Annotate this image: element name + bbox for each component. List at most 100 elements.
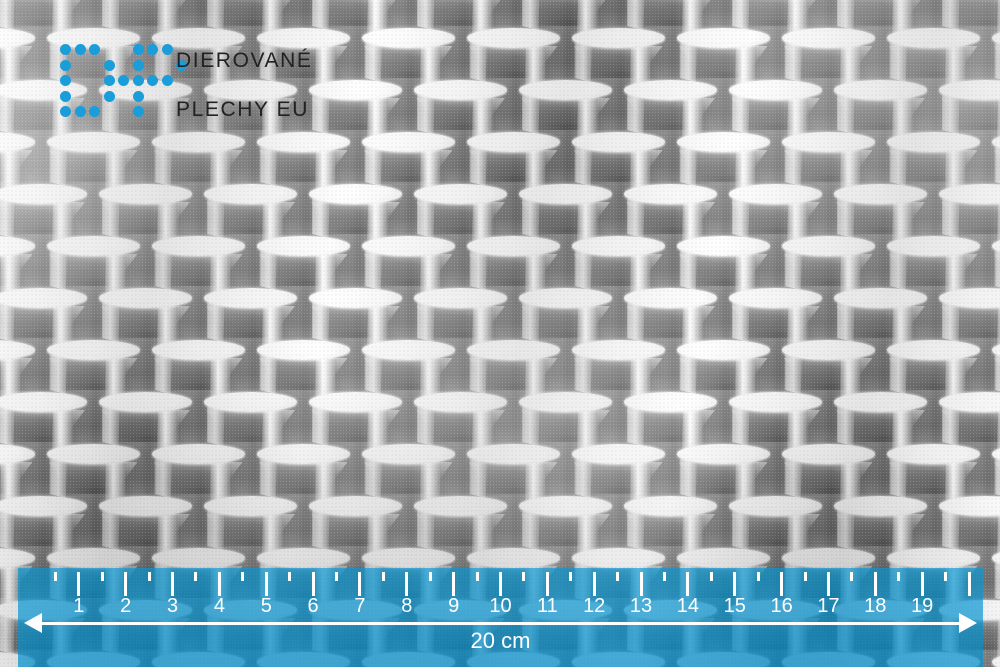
mesh-bridge-left xyxy=(627,94,645,134)
ruler-tick-label: 8 xyxy=(401,595,413,617)
brand-wordmark: DIEROVANÉ PLECHY EU xyxy=(176,50,313,120)
mesh-bridge-right xyxy=(944,250,966,294)
ruler-tick-label: 12 xyxy=(583,595,606,617)
mesh-aperture xyxy=(729,80,822,100)
mesh-cell xyxy=(404,494,513,598)
mesh-bridge-left xyxy=(102,510,120,550)
mesh-bridge-left xyxy=(364,146,382,186)
mesh-bridge-right xyxy=(0,354,21,398)
logo-dot xyxy=(60,59,71,71)
mesh-cell xyxy=(614,390,723,494)
mesh-bridge-left xyxy=(574,42,592,82)
mesh-bridge-right xyxy=(524,458,546,502)
mesh-bridge-left xyxy=(942,302,960,342)
ruler-minor-tick xyxy=(662,572,666,581)
mesh-bridge-left xyxy=(994,146,1000,186)
mesh-bridge-left xyxy=(522,198,540,238)
logo-dot xyxy=(74,44,86,55)
mesh-aperture xyxy=(309,392,402,412)
mesh-cell xyxy=(351,338,461,442)
ruler-tick-label: 10 xyxy=(489,595,512,617)
ruler-minor-tick xyxy=(288,572,292,581)
mesh-aperture xyxy=(309,288,402,308)
mesh-bridge-left xyxy=(312,510,330,550)
mesh-cell xyxy=(456,130,566,234)
mesh-bridge-left xyxy=(49,354,67,394)
mesh-aperture xyxy=(991,28,1000,48)
mesh-cell xyxy=(0,494,93,598)
mesh-cell xyxy=(89,494,198,598)
mesh-aperture xyxy=(99,392,192,412)
mesh-bridge-right xyxy=(0,458,21,502)
mesh-bridge-right xyxy=(419,354,441,398)
ruler-tick-label: 19 xyxy=(911,595,934,617)
mesh-aperture xyxy=(834,496,927,516)
ruler-major-tick xyxy=(311,572,315,596)
logo-dot xyxy=(60,90,71,102)
mesh-aperture xyxy=(256,28,350,48)
mesh-aperture xyxy=(939,288,1000,308)
mesh-cell xyxy=(0,26,41,130)
mesh-aperture xyxy=(519,80,612,100)
mesh-bridge-left xyxy=(417,302,435,342)
mesh-aperture xyxy=(939,184,1000,204)
mesh-bridge-right xyxy=(262,406,283,450)
mesh-bridge-left xyxy=(889,354,907,394)
mesh-aperture xyxy=(204,80,297,100)
mesh-bridge-right xyxy=(314,146,336,190)
mesh-bridge-right xyxy=(367,302,388,346)
mesh-aperture xyxy=(571,132,665,152)
ruler-minor-tick xyxy=(335,572,339,581)
mesh-bridge-left xyxy=(732,510,750,550)
mesh-aperture xyxy=(834,288,927,308)
mesh-bridge-left xyxy=(837,94,855,134)
mesh-aperture xyxy=(466,236,560,256)
mesh-bridge-right xyxy=(892,94,913,138)
mesh-bridge-right xyxy=(209,42,231,86)
mesh-bridge-right xyxy=(524,250,546,294)
mesh-bridge-left xyxy=(259,458,277,498)
mesh-bridge-left xyxy=(102,406,120,446)
mesh-aperture xyxy=(781,444,875,464)
mesh-aperture xyxy=(886,28,980,48)
logo-dot xyxy=(89,44,100,55)
ruler-major-tick xyxy=(405,572,409,596)
mesh-cell xyxy=(614,78,723,182)
mesh-cell xyxy=(194,390,303,494)
mesh-bridge-left xyxy=(679,42,697,82)
mesh-cell xyxy=(299,286,408,390)
mesh-aperture xyxy=(571,444,665,464)
mesh-bridge-right xyxy=(367,94,388,138)
mesh-aperture xyxy=(571,236,665,256)
mesh-aperture xyxy=(0,184,87,204)
mesh-bridge-right xyxy=(472,94,493,138)
logo-dot xyxy=(118,75,129,86)
mesh-bridge-left xyxy=(417,198,435,238)
mesh-bridge-right xyxy=(892,0,913,34)
mesh-bridge-right xyxy=(472,198,493,242)
ruler-tick-label: 16 xyxy=(770,595,793,617)
mesh-aperture xyxy=(414,80,507,100)
mesh-aperture xyxy=(834,184,927,204)
mesh-bridge-left xyxy=(574,250,592,290)
mesh-bridge-right xyxy=(157,302,178,346)
mesh-cell xyxy=(0,390,93,494)
mesh-aperture xyxy=(361,340,455,360)
mesh-bridge-right xyxy=(787,406,808,450)
mesh-bridge-right xyxy=(734,458,756,502)
mesh-aperture xyxy=(624,496,717,516)
mesh-bridge-left xyxy=(679,458,697,498)
mesh-bridge-right xyxy=(0,146,21,190)
mesh-bridge-left xyxy=(994,250,1000,290)
ruler-minor-tick xyxy=(381,572,385,581)
mesh-aperture xyxy=(624,80,717,100)
mesh-bridge-left xyxy=(732,94,750,134)
ruler-minor-tick xyxy=(53,572,57,581)
ruler-major-tick xyxy=(967,572,971,596)
ruler-major-tick xyxy=(733,572,737,596)
mesh-cell xyxy=(246,130,356,234)
mesh-cell xyxy=(194,182,303,286)
mesh-bridge-left xyxy=(259,42,277,82)
mesh-bridge-left xyxy=(207,406,225,446)
